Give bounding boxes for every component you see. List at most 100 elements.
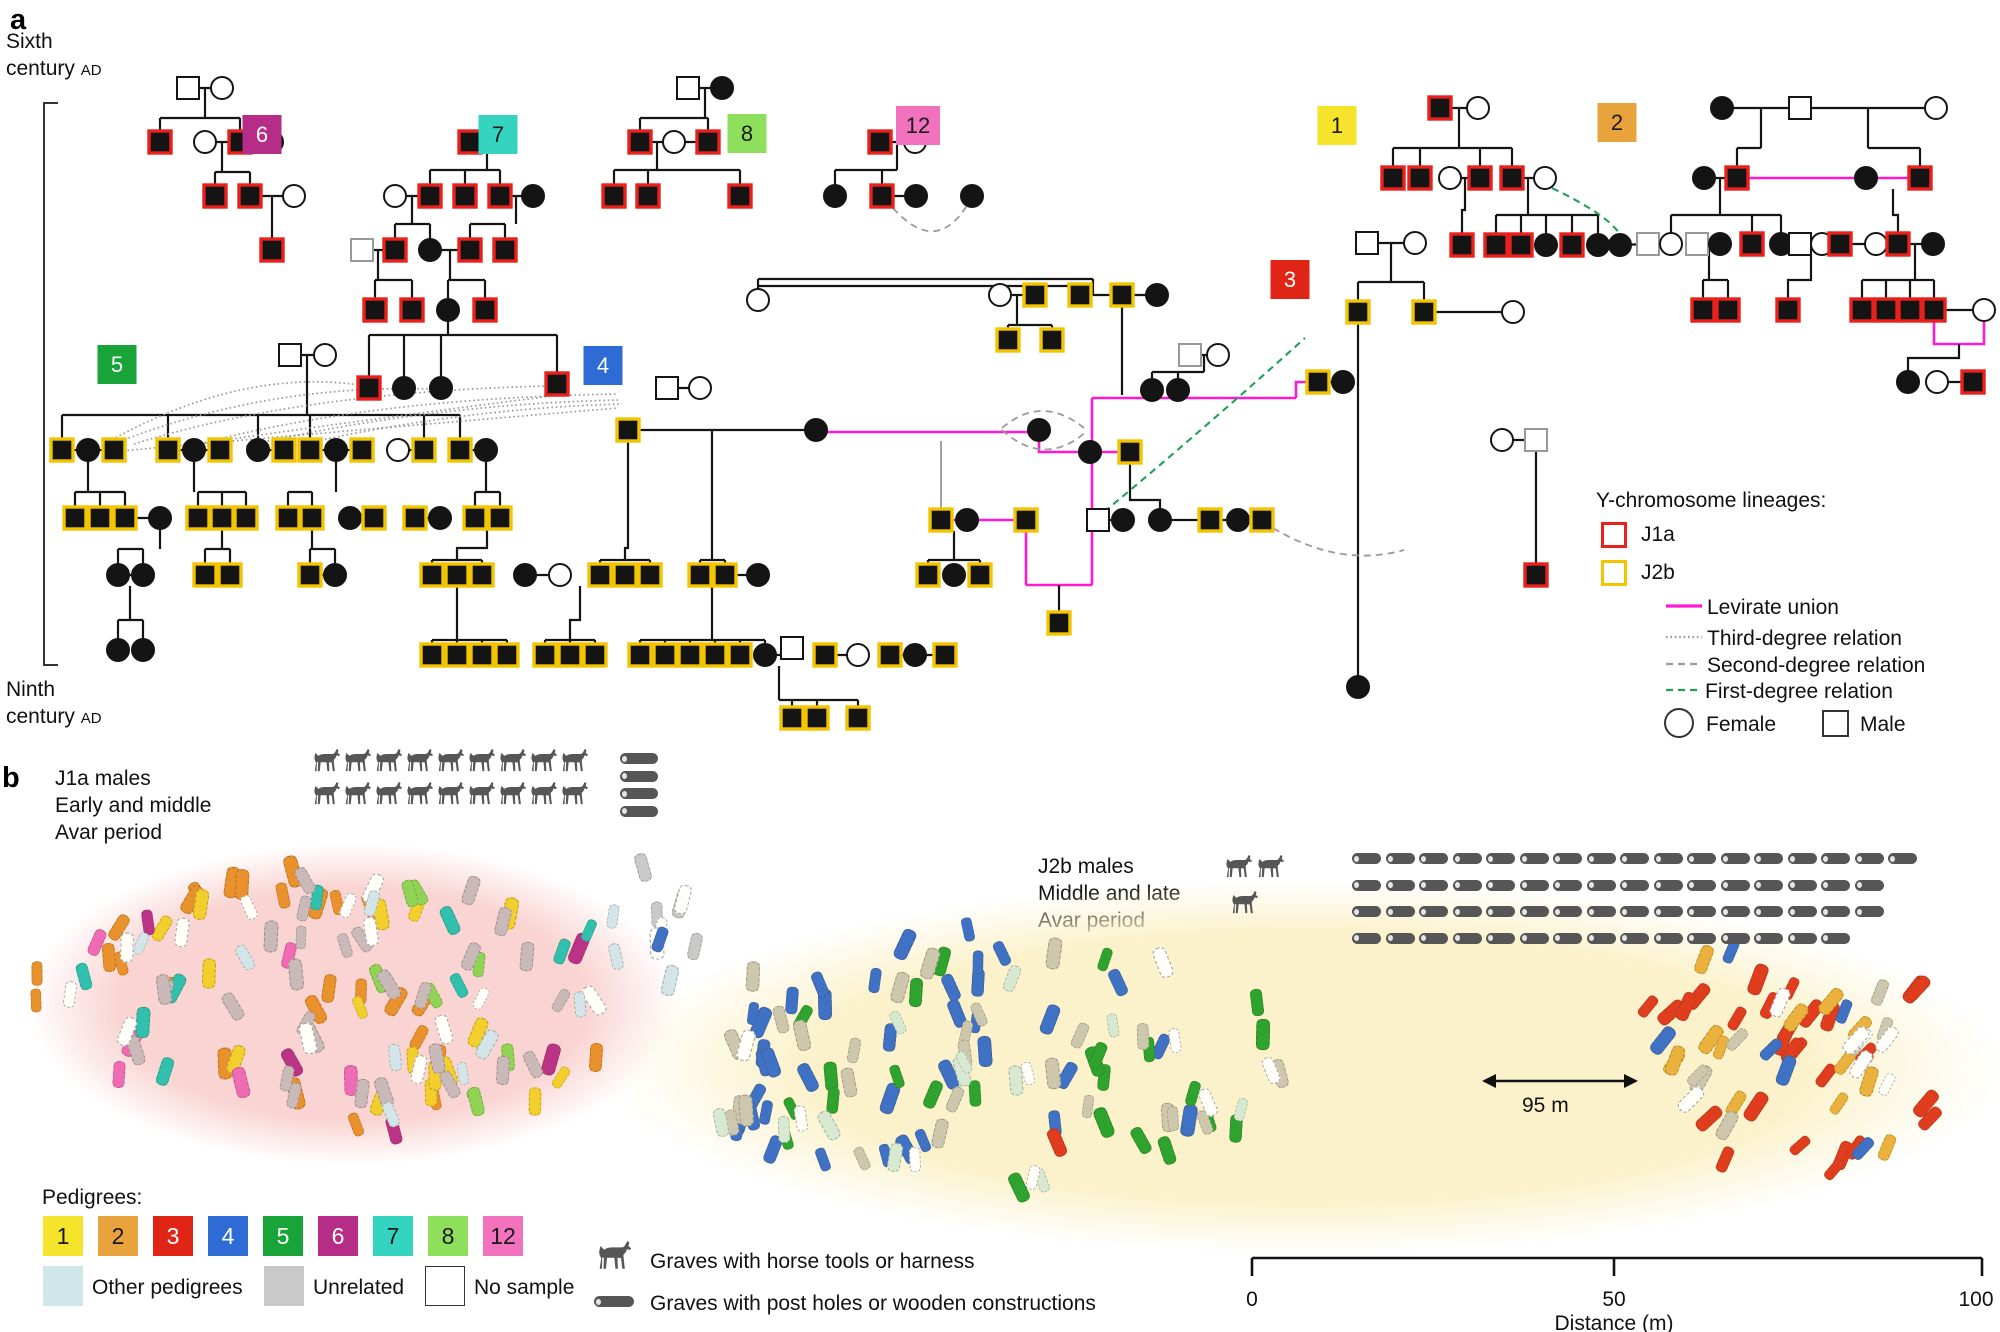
post-grave-icon <box>1419 879 1448 891</box>
pedigree-node <box>419 642 445 668</box>
pedigree-node <box>237 183 263 209</box>
pedigree-node <box>192 562 218 588</box>
j2b-swatch-icon <box>1601 560 1627 586</box>
pedigree-label-box <box>242 115 282 154</box>
post-grave-icon <box>1586 853 1616 864</box>
pedigree-node <box>903 643 927 667</box>
grave <box>1166 1105 1179 1132</box>
pedigree-node <box>612 562 638 588</box>
horse-icon <box>314 749 340 772</box>
pedigree-node <box>444 562 470 588</box>
pedigree-node <box>967 562 993 588</box>
post-grave-icon <box>1653 853 1683 864</box>
post-grave-icon <box>1754 853 1783 864</box>
post-grave-icon <box>594 1296 634 1307</box>
horse-icon <box>599 1241 632 1269</box>
grave <box>825 1086 840 1114</box>
pedigree-node <box>1724 165 1750 191</box>
pedigree-node <box>1708 232 1732 256</box>
pedigree-node <box>1449 232 1475 258</box>
pedigree-node <box>487 505 513 531</box>
pedigree-node <box>1148 508 1172 532</box>
post-grave-icon <box>1754 906 1783 917</box>
post-grave-icon <box>1419 853 1448 864</box>
pedigree-node <box>942 563 966 587</box>
timeline-bracket <box>43 102 58 666</box>
pedigree-node <box>382 237 408 263</box>
grave <box>977 1035 994 1068</box>
pedigree-node <box>1827 231 1853 257</box>
pedigree-node <box>411 437 437 463</box>
relation-arc <box>245 399 621 447</box>
pedigree-node <box>399 297 425 323</box>
post-grave-icon <box>1352 906 1381 917</box>
grave <box>745 961 761 993</box>
grave <box>201 957 217 989</box>
post-graves-label: Graves with post holes or wooden constru… <box>650 1292 1096 1315</box>
pedigree-node <box>587 562 613 588</box>
pedigree-node <box>356 375 382 401</box>
grave <box>495 1055 511 1085</box>
scale-tick-50: 50 <box>1602 1288 1626 1311</box>
male-symbol-icon <box>1822 710 1849 737</box>
post-grave-icon <box>620 805 658 817</box>
pedigree-node <box>710 76 734 100</box>
pedigree-node <box>1864 232 1888 256</box>
pedigree-node <box>324 438 348 462</box>
post-grave-icon <box>1754 932 1783 944</box>
post-grave-icon <box>1486 879 1515 891</box>
pedigree-node <box>869 183 895 209</box>
post-grave-icon <box>1821 853 1850 864</box>
post-grave-icon <box>1787 906 1817 917</box>
horse-icon <box>314 782 340 805</box>
post-grave-icon <box>1821 879 1850 891</box>
pedigree-label-box <box>1597 103 1637 142</box>
pedigree-node <box>627 642 653 668</box>
pedigree-label-number: 2 <box>1611 110 1623 135</box>
horse-icon <box>500 749 526 772</box>
pedigree-node <box>1111 508 1135 532</box>
pedigree-node <box>1659 232 1683 256</box>
pedigree-node <box>182 438 206 462</box>
post-grave-icon <box>1486 906 1515 917</box>
pedigree-node <box>469 562 495 588</box>
post-grave-icon <box>1352 879 1381 891</box>
grave <box>1255 1018 1270 1051</box>
pedigree-node <box>299 505 325 531</box>
post-grave-icon <box>1653 932 1683 944</box>
pedigree-swatch-3: 3 <box>153 1216 193 1256</box>
pedigree-node <box>487 183 513 209</box>
pedigree-label-number: 6 <box>256 122 268 147</box>
horse-icon <box>438 749 464 772</box>
grave <box>387 1043 403 1072</box>
pedigree-node <box>1534 233 1558 257</box>
pedigree-node <box>1466 96 1490 120</box>
no-sample-label: No sample <box>474 1276 575 1299</box>
pedigree-node <box>1109 282 1135 308</box>
pedigree-label-number: 5 <box>111 352 123 377</box>
pedigree-node <box>1508 232 1534 258</box>
pedigree-node <box>548 563 572 587</box>
pedigree-label-box <box>1270 260 1310 299</box>
pedigree-edge <box>1294 380 1307 398</box>
pedigree-node <box>323 563 347 587</box>
horse-icon <box>562 782 588 805</box>
pedigree-node <box>386 438 410 462</box>
pedigree-node <box>1490 428 1514 452</box>
pedigree-label-number: 7 <box>492 122 504 147</box>
pedigree-node <box>418 238 442 262</box>
post-grave-icon <box>1385 906 1415 917</box>
post-grave-icon <box>1854 906 1884 917</box>
pedigree-label-number: 3 <box>1284 267 1296 292</box>
pedigree-edge <box>1128 463 1162 509</box>
horse-icon <box>469 749 495 772</box>
pedigree-node <box>1086 508 1110 532</box>
horse-icon <box>469 782 495 805</box>
pedigree-node <box>1345 299 1371 325</box>
post-grave-icon <box>1553 879 1582 891</box>
pedigree-node <box>217 562 243 588</box>
pedigree-swatch-5: 5 <box>263 1216 303 1256</box>
pedigree-node <box>447 437 473 463</box>
post-grave-icon <box>1821 932 1850 944</box>
horse-icon <box>345 749 371 772</box>
